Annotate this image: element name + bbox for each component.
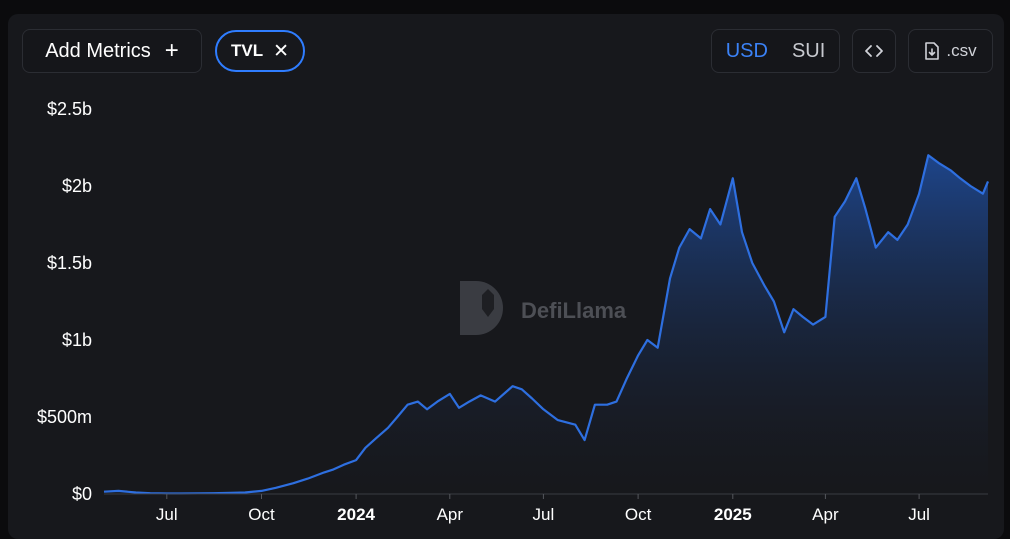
metric-pill-label: TVL bbox=[230, 41, 264, 60]
csv-download-button[interactable]: .csv bbox=[908, 29, 993, 73]
add-metrics-label: Add Metrics bbox=[45, 39, 151, 62]
y-tick-label: $1.5b bbox=[47, 253, 92, 273]
currency-option-sui[interactable]: SUI bbox=[791, 39, 826, 62]
chart-panel: Add Metrics + TVL ✕ USD SUI .csv bbox=[8, 14, 1004, 539]
embed-button[interactable] bbox=[852, 29, 896, 73]
metric-pill-tvl[interactable]: TVL ✕ bbox=[215, 30, 305, 72]
tvl-series-line bbox=[103, 154, 990, 495]
code-brackets-icon bbox=[865, 45, 883, 57]
close-icon[interactable]: ✕ bbox=[273, 40, 290, 62]
y-tick-label: $2b bbox=[62, 176, 92, 196]
defillama-watermark: DefiLlama bbox=[460, 281, 627, 335]
y-tick-label: $0 bbox=[72, 484, 92, 504]
y-axis: $0 $500m $1b $1.5b $2b $2.5b bbox=[37, 99, 92, 504]
tvl-chart: DefiLlama $0 $500m $1b $1.5b $2b $2.5b Jul Oct… bbox=[37, 99, 990, 524]
add-metrics-button[interactable]: Add Metrics + bbox=[22, 29, 202, 73]
file-download-icon bbox=[925, 42, 940, 60]
x-tick-label: Apr bbox=[437, 505, 464, 524]
x-tick-label: 2025 bbox=[714, 505, 752, 524]
x-axis-labels: Jul Oct 2024 Apr Jul Oct 2025 Apr Jul bbox=[156, 494, 930, 524]
x-tick-label: Jul bbox=[156, 505, 178, 524]
x-tick-label: Jul bbox=[533, 505, 555, 524]
watermark-text: DefiLlama bbox=[521, 298, 627, 323]
x-tick-label: Jul bbox=[908, 505, 930, 524]
tvl-area bbox=[104, 155, 988, 494]
x-tick-label: 2024 bbox=[337, 505, 375, 524]
plus-icon: + bbox=[164, 37, 179, 64]
csv-label: .csv bbox=[946, 41, 977, 60]
currency-option-usd[interactable]: USD bbox=[725, 39, 768, 62]
x-tick-label: Oct bbox=[248, 505, 275, 524]
y-tick-label: $2.5b bbox=[47, 99, 92, 119]
chart-toolbar: Add Metrics + TVL ✕ USD SUI .csv bbox=[8, 14, 1004, 84]
x-tick-label: Oct bbox=[625, 505, 652, 524]
y-tick-label: $500m bbox=[37, 407, 92, 427]
x-tick-label: Apr bbox=[812, 505, 839, 524]
llama-logo-icon bbox=[460, 281, 503, 335]
y-tick-label: $1b bbox=[62, 330, 92, 350]
currency-toggle: USD SUI bbox=[711, 29, 840, 73]
